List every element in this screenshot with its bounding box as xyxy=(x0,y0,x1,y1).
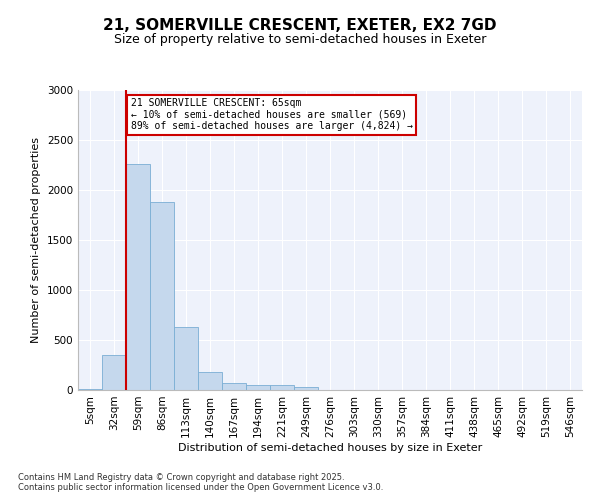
Bar xyxy=(246,384,270,390)
Text: 21 SOMERVILLE CRESCENT: 65sqm
← 10% of semi-detached houses are smaller (569)
89: 21 SOMERVILLE CRESCENT: 65sqm ← 10% of s… xyxy=(131,98,413,131)
Bar xyxy=(150,202,174,390)
Bar xyxy=(174,327,198,390)
Text: Contains HM Land Registry data © Crown copyright and database right 2025.: Contains HM Land Registry data © Crown c… xyxy=(18,474,344,482)
Y-axis label: Number of semi-detached properties: Number of semi-detached properties xyxy=(31,137,41,343)
Bar xyxy=(222,383,246,390)
Text: Contains public sector information licensed under the Open Government Licence v3: Contains public sector information licen… xyxy=(18,484,383,492)
Bar xyxy=(270,385,294,390)
Bar xyxy=(294,386,318,390)
Bar xyxy=(198,372,222,390)
Text: 21, SOMERVILLE CRESCENT, EXETER, EX2 7GD: 21, SOMERVILLE CRESCENT, EXETER, EX2 7GD xyxy=(103,18,497,32)
Bar xyxy=(126,164,150,390)
X-axis label: Distribution of semi-detached houses by size in Exeter: Distribution of semi-detached houses by … xyxy=(178,442,482,452)
Bar xyxy=(102,355,126,390)
Bar xyxy=(78,389,102,390)
Text: Size of property relative to semi-detached houses in Exeter: Size of property relative to semi-detach… xyxy=(114,32,486,46)
